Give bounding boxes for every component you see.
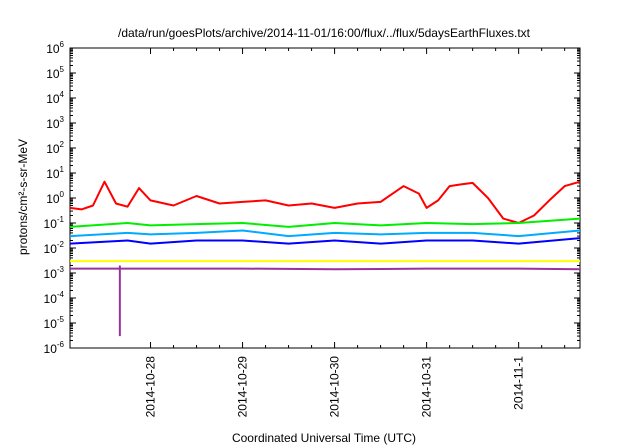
- plot-area: 106 105 104 103 102 101 100 10-1 10-2 10-3 10-4 10-…: [44, 40, 581, 418]
- y-axis-label-group: protons/cm²-s-sr-MeV: [16, 139, 30, 255]
- series-line-1: [70, 217, 580, 228]
- x-tick-label: 2014-11-1: [512, 356, 526, 410]
- x-tick-label: 2014-10-30: [328, 356, 342, 418]
- y-axis-label: protons/cm²-s-sr-MeV: [16, 139, 30, 255]
- x-tick-label: 2014-10-28: [144, 356, 158, 418]
- y-tick-label: 10-3: [44, 265, 65, 281]
- series-line-2: [70, 229, 580, 238]
- y-tick-label: 103: [46, 115, 64, 131]
- y-tick-label: 10-4: [44, 290, 65, 306]
- x-tick-label: 2014-10-29: [236, 356, 250, 418]
- y-tick-label: 10-2: [44, 240, 65, 256]
- y-tick-label: 10-6: [44, 340, 65, 356]
- series-line-3: [70, 237, 580, 245]
- y-tick-label: 10-5: [44, 315, 65, 331]
- y-tick-label: 104: [46, 90, 64, 106]
- y-tick-label: 10-1: [44, 215, 65, 231]
- y-tick-label: 106: [46, 40, 64, 56]
- chart-title: /data/run/goesPlots/archive/2014-11-01/1…: [118, 26, 531, 40]
- x-tick-label: 2014-10-31: [420, 356, 434, 418]
- y-tick-label: 102: [46, 140, 64, 156]
- x-axis-label: Coordinated Universal Time (UTC): [232, 431, 416, 445]
- series-line-0: [70, 180, 580, 224]
- y-tick-label: 101: [46, 165, 64, 181]
- series-line-5: [70, 267, 580, 271]
- plot-frame: [69, 47, 581, 349]
- y-tick-label: 105: [46, 65, 64, 81]
- y-tick-label: 100: [46, 190, 64, 206]
